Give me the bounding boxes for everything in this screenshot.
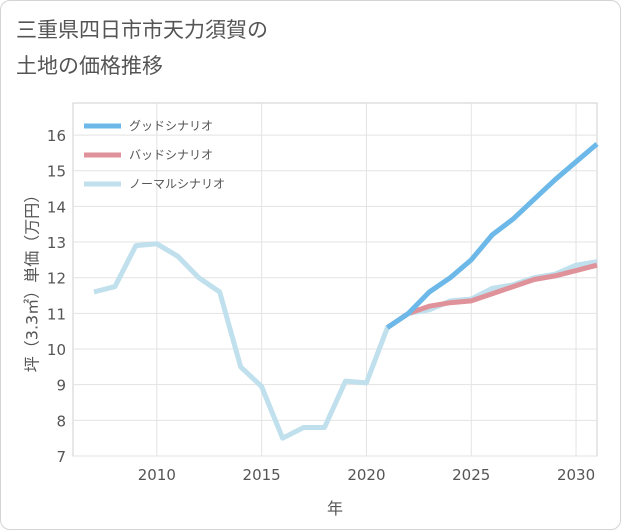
series-line-0: [385, 142, 599, 330]
y-axis-label: 坪（3.3㎡）単価（万円）: [23, 187, 42, 372]
page-title: 三重県四日市市天力須賀の 土地の価格推移: [16, 18, 268, 78]
x-tick-label: 2030: [557, 466, 595, 484]
y-tick-label: 16: [47, 127, 66, 145]
plot-area: [72, 102, 598, 457]
x-tick-label: 2025: [452, 466, 490, 484]
y-tick-label: 11: [47, 305, 66, 323]
y-tick-label: 15: [47, 163, 66, 181]
x-tick-label: 2020: [347, 466, 385, 484]
series-lines: [93, 142, 599, 441]
y-tick-label: 13: [47, 234, 66, 252]
legend-label: グッドシナリオ: [129, 119, 213, 133]
y-tick-label: 8: [56, 412, 66, 430]
axis-ticks: 7 8 9 10 11 12 13 14 15 16 2010 2015 2020 2025 2030: [47, 127, 595, 484]
series-line-1: [385, 262, 598, 330]
legend-label: ノーマルシナリオ: [129, 177, 225, 191]
x-tick-label: 2015: [243, 466, 281, 484]
y-tick-label: 12: [47, 270, 66, 288]
x-tick-label: 2010: [138, 466, 176, 484]
y-tick-label: 10: [47, 341, 66, 359]
x-axis-label: 年: [327, 499, 343, 518]
y-tick-label: 7: [56, 448, 66, 466]
y-tick-label: 9: [56, 377, 66, 395]
legend-label: バッドシナリオ: [129, 148, 213, 162]
y-tick-label: 14: [47, 198, 66, 216]
